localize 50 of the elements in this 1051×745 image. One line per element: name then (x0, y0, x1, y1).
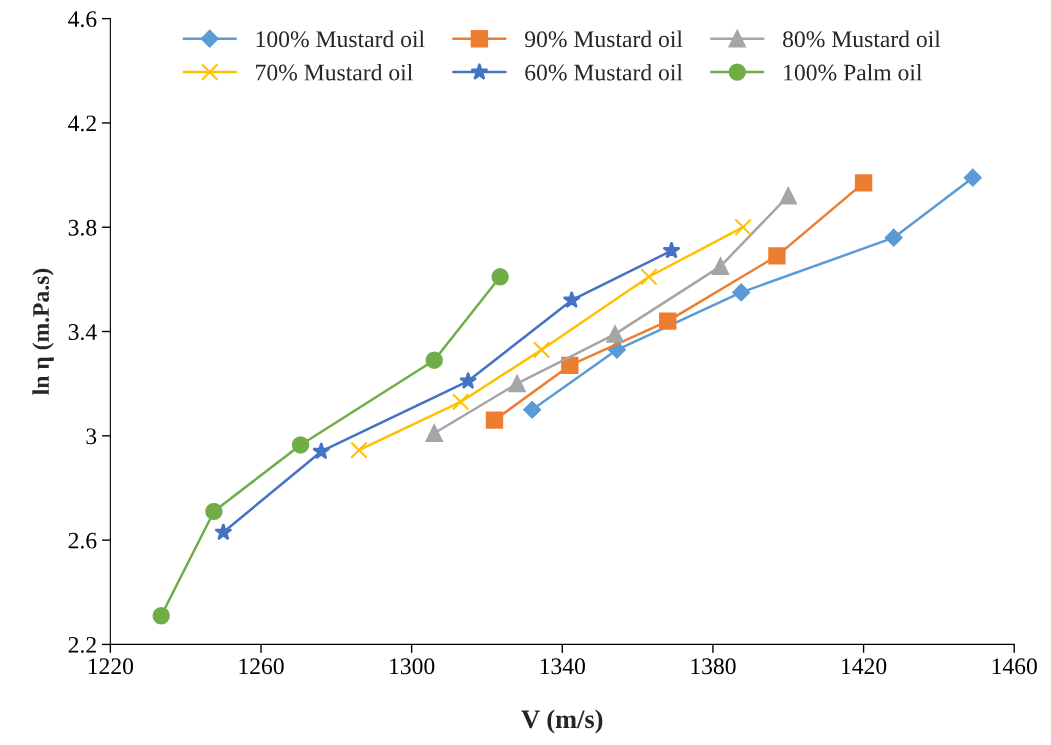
point (508, 375, 526, 393)
point (350, 441, 368, 459)
x-tick-label: 1420 (842, 658, 887, 675)
point (711, 257, 730, 276)
point (152, 607, 170, 625)
x-tick-label: 1220 (88, 658, 134, 675)
point (205, 502, 223, 521)
point (659, 312, 677, 330)
legend-label: 80% Mustard oil (783, 30, 941, 48)
point (214, 522, 233, 541)
point (532, 341, 551, 359)
point (491, 268, 509, 286)
y-tick-label: 3.4 (68, 324, 97, 341)
y-tick-label: 3.8 (68, 219, 97, 236)
legend-label: 100% Mustard oil (256, 30, 425, 48)
x-axis-title: V (m/s) (521, 709, 603, 734)
point (312, 442, 331, 460)
legend-label: 100% Palm oil (784, 63, 922, 81)
point (451, 393, 470, 411)
point (606, 325, 624, 343)
x-tick-label: 1460 (992, 658, 1037, 675)
point (291, 436, 310, 454)
point (779, 187, 797, 205)
point (562, 290, 581, 309)
point (854, 174, 873, 192)
point (425, 351, 443, 369)
point (485, 411, 504, 429)
y-tick-label: 4.2 (68, 115, 96, 132)
legend-label: 60% Mustard oil (525, 63, 683, 81)
y-tick-label: 3 (86, 428, 97, 445)
point (884, 228, 903, 247)
y-axis-title: ln η (m.Pa.s) (32, 268, 54, 395)
point (523, 400, 542, 419)
point (662, 241, 681, 259)
point (732, 283, 751, 302)
x-tick-label: 1260 (239, 658, 284, 675)
point (640, 268, 658, 286)
point (768, 247, 786, 265)
y-tick-label: 2.2 (68, 636, 96, 653)
point (459, 371, 478, 389)
legend-label: 90% Mustard oil (525, 30, 683, 48)
point (963, 168, 982, 187)
x-tick-label: 1340 (540, 658, 585, 675)
x-tick-label: 1300 (390, 658, 435, 675)
y-tick-label: 2.6 (68, 532, 97, 549)
y-tick-label: 4.6 (68, 11, 97, 28)
x-tick-label: 1380 (691, 658, 736, 675)
point (425, 424, 443, 442)
point (734, 218, 752, 236)
legend-label: 70% Mustard oil (256, 63, 413, 81)
